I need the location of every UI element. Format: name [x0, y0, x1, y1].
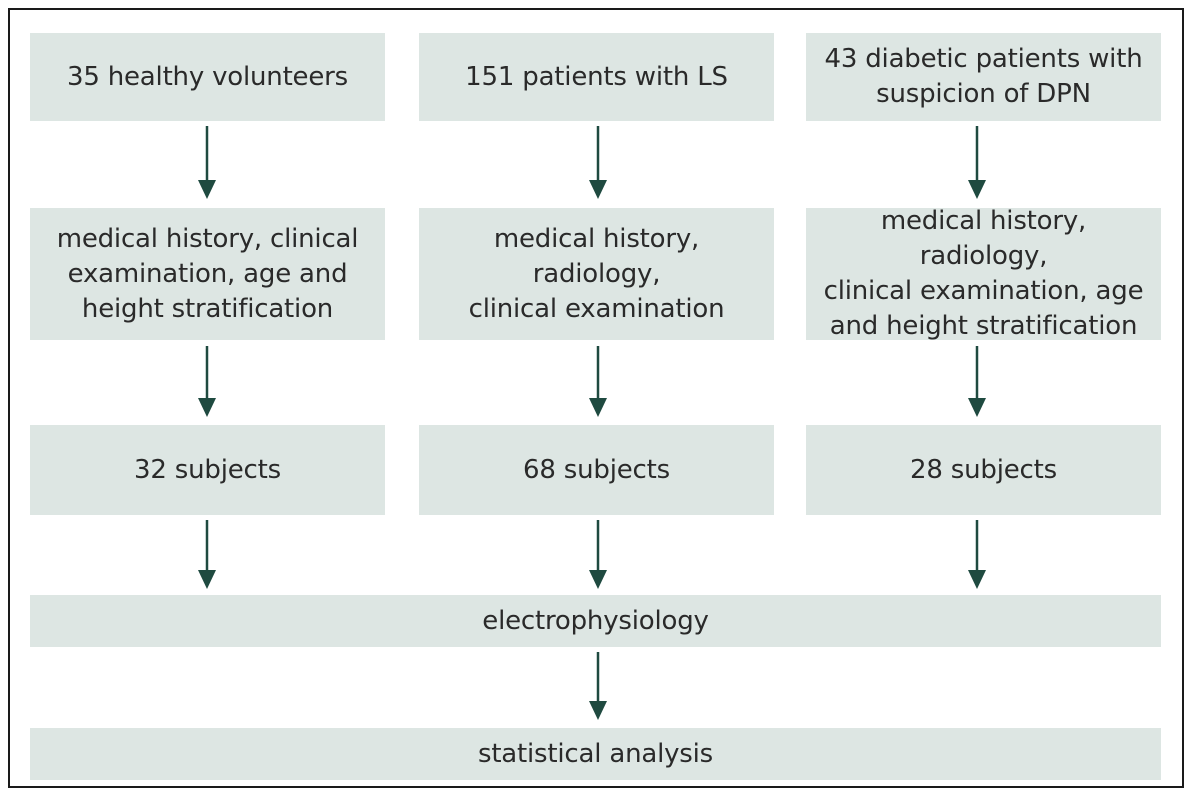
box-subjects-ls: 68 subjects: [419, 425, 774, 515]
box-process-ls-label: medical history, radiology, clinical exa…: [468, 223, 725, 324]
box-process-diabetic-label: medical history, radiology, clinical exa…: [823, 206, 1144, 341]
box-ls-patients: 151 patients with LS: [419, 33, 774, 121]
box-subjects-healthy-label: 32 subjects: [134, 454, 281, 485]
box-diabetic-patients-label: 43 diabetic patients with suspicion of D…: [824, 44, 1143, 109]
box-subjects-ls-label: 68 subjects: [523, 454, 670, 485]
box-statistical-analysis-label: statistical analysis: [477, 738, 714, 769]
flowchart-frame: [8, 8, 1184, 788]
box-subjects-diabetic: 28 subjects: [806, 425, 1161, 515]
box-process-ls: medical history, radiology, clinical exa…: [419, 208, 774, 340]
box-process-healthy: medical history, clinical examination, a…: [30, 208, 385, 340]
box-process-diabetic: medical history, radiology, clinical exa…: [806, 206, 1161, 341]
box-healthy-volunteers-label: 35 healthy volunteers: [66, 61, 348, 92]
box-diabetic-patients: 43 diabetic patients with suspicion of D…: [806, 33, 1161, 121]
box-electrophysiology: electrophysiology: [30, 595, 1161, 647]
box-healthy-volunteers: 35 healthy volunteers: [30, 33, 385, 121]
box-statistical-analysis: statistical analysis: [30, 728, 1161, 780]
box-process-healthy-label: medical history, clinical examination, a…: [56, 223, 359, 324]
box-subjects-diabetic-label: 28 subjects: [910, 454, 1057, 485]
box-ls-patients-label: 151 patients with LS: [465, 61, 728, 92]
box-subjects-healthy: 32 subjects: [30, 425, 385, 515]
box-electrophysiology-label: electrophysiology: [482, 605, 709, 636]
